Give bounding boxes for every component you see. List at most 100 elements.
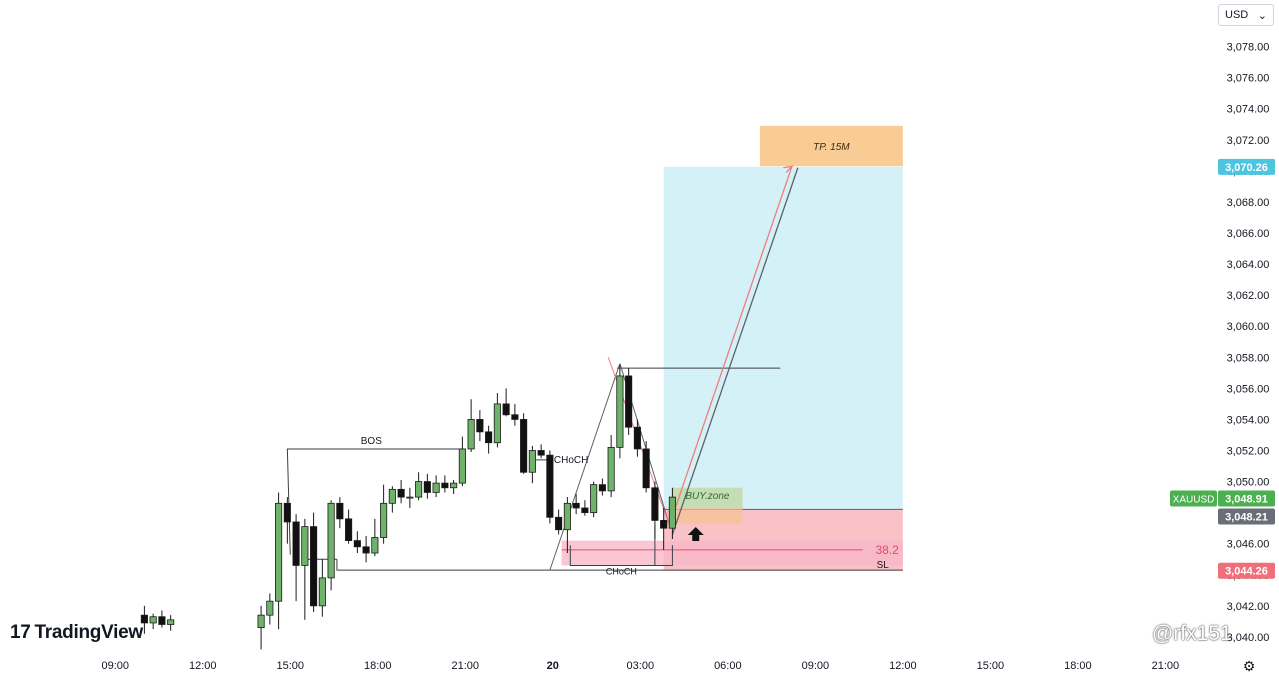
time-tick-label: 06:00 — [714, 660, 742, 672]
candle — [476, 410, 484, 442]
candles — [140, 365, 676, 650]
candle — [345, 509, 353, 544]
candle — [380, 484, 388, 544]
candle — [651, 481, 659, 540]
author-watermark: @rfx151 — [1152, 622, 1232, 645]
time-axis: 09:00 12:00 15:00 18:00 21:00 20 03:00 06:00 09:… — [101, 660, 1179, 672]
symbol-price-tag-value: 3,048.91 — [1225, 494, 1268, 506]
price-tick-label: 3,056.00 — [1227, 383, 1270, 395]
candle — [616, 365, 624, 459]
time-tick-label: 21:00 — [452, 660, 480, 672]
candle — [140, 605, 148, 634]
candle-body — [581, 507, 589, 514]
price-tick-label: 3,050.00 — [1227, 477, 1270, 489]
gear-icon[interactable]: ⚙ — [1242, 657, 1256, 674]
candle-body — [275, 502, 283, 602]
pattern-line-left — [549, 363, 621, 571]
candle — [167, 615, 175, 631]
price-tick-label: 3,058.00 — [1227, 352, 1270, 364]
candle-body — [362, 546, 370, 554]
candle-body — [555, 516, 563, 531]
buy-zone-label: BUY.zone — [685, 491, 730, 502]
candle-body — [485, 431, 493, 444]
price-tick-label: 3,062.00 — [1227, 290, 1270, 302]
projection-arrow-head — [783, 165, 794, 173]
price-tick-label: 3,066.00 — [1227, 228, 1270, 240]
candle-body — [310, 526, 318, 607]
time-tick-label: 09:00 — [101, 660, 129, 672]
price-tick-label: 3,064.00 — [1227, 259, 1270, 271]
price-tick-label: 3,040.00 — [1227, 632, 1270, 644]
stop-price-tag-bg — [1218, 562, 1275, 579]
price-tick-label: 3,072.00 — [1227, 135, 1270, 147]
candle — [633, 419, 641, 457]
symbol-name-tag: XAUUSD — [1173, 495, 1215, 506]
candle-body — [660, 520, 668, 529]
candle-body — [318, 577, 326, 607]
price-tick-label: 3,060.00 — [1227, 321, 1270, 333]
candle — [660, 507, 668, 550]
candle — [450, 480, 458, 494]
candle-body — [380, 502, 388, 538]
price-tick-label: 3,052.00 — [1227, 445, 1270, 457]
candle — [336, 497, 344, 529]
candle-body — [616, 375, 624, 448]
candle-body — [642, 448, 650, 489]
price-tick-label: 3,068.00 — [1227, 197, 1270, 209]
candle-body — [467, 419, 475, 450]
chevron-down-icon: ⌄ — [1257, 9, 1267, 22]
annotation-overlay: 38.2 BUY.zone TP. 15M BOS CHoCH CHoCH SL — [361, 142, 899, 576]
candle — [301, 518, 309, 620]
bos-label: BOS — [361, 436, 382, 447]
price-tick-label: 3,042.00 — [1227, 601, 1270, 613]
candle — [388, 486, 396, 513]
candle — [520, 413, 528, 474]
currency-selector[interactable]: USD ⌄ — [1218, 4, 1274, 26]
candle-body — [283, 502, 291, 523]
price-tick-label: 3,046.00 — [1227, 539, 1270, 551]
candle — [283, 497, 291, 544]
candle-body — [336, 502, 344, 520]
price-tick-label: 3,054.00 — [1227, 414, 1270, 426]
price-tick-label: 3,074.00 — [1227, 104, 1270, 116]
sl-label: SL — [877, 560, 890, 571]
candle-body — [572, 502, 580, 509]
candle — [266, 593, 274, 625]
candle-body — [301, 526, 309, 566]
tradingview-logo-mark: 17 — [10, 622, 31, 643]
candle — [493, 393, 501, 448]
candle — [502, 388, 510, 417]
candle-body — [371, 537, 379, 554]
candle-body — [493, 403, 501, 444]
time-tick-label: 20 — [547, 660, 559, 672]
time-tick-label: 18:00 — [364, 660, 392, 672]
choch-upper-label: CHoCH — [554, 455, 588, 466]
time-tick-label: 15:00 — [977, 660, 1005, 672]
annotation-zones — [561, 125, 903, 571]
target-price-tag-bg — [1218, 158, 1275, 175]
candle — [598, 478, 606, 496]
currency-label: USD — [1225, 9, 1249, 21]
buy-arrow-icon — [687, 527, 704, 542]
candle-body — [292, 521, 300, 566]
candle — [432, 475, 440, 498]
candle-body — [266, 600, 274, 616]
candle — [353, 531, 361, 554]
symbol-price-tag-bg — [1218, 490, 1275, 507]
time-tick-label: 12:00 — [889, 660, 917, 672]
candle — [485, 425, 493, 454]
buy-zone-upper — [672, 487, 743, 508]
candle — [310, 512, 318, 613]
candle-body — [167, 619, 175, 625]
stop-price-tag-value: 3,044.26 — [1225, 566, 1268, 578]
candle — [572, 493, 580, 515]
candle-body — [590, 484, 598, 514]
candle — [397, 480, 405, 504]
candle — [590, 481, 598, 518]
candle-body — [633, 426, 641, 450]
candle — [458, 436, 466, 487]
candle-body — [345, 518, 353, 541]
candle-body — [651, 487, 659, 521]
entry-price-tag-bg — [1218, 508, 1275, 525]
